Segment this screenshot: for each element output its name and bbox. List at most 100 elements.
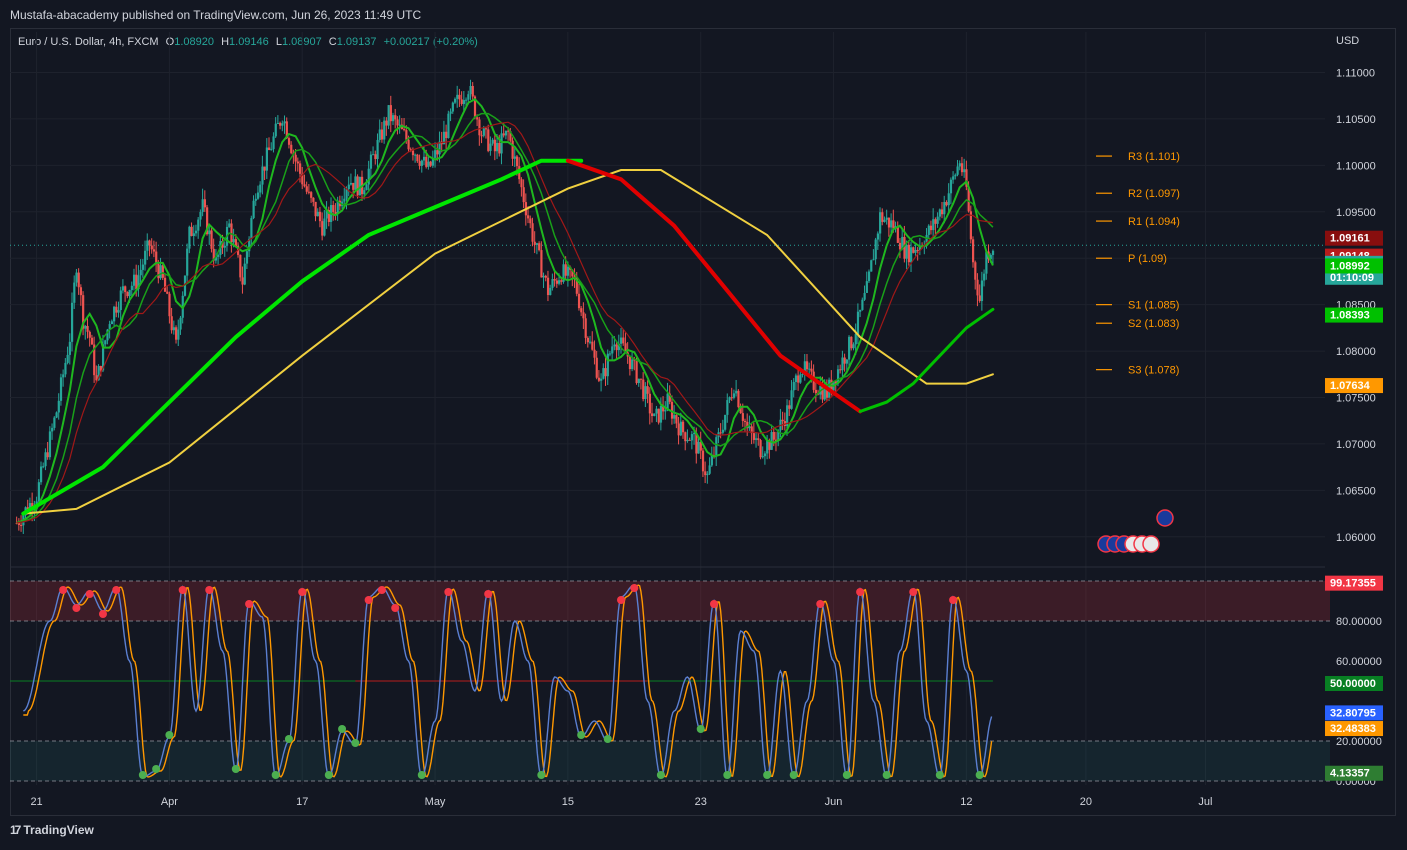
stoch-tag-high: 99.17355: [1330, 578, 1376, 590]
candle-body: [75, 272, 78, 283]
time-axis[interactable]: 21 Apr 17 May 15 23 Jun 12 20 Jul: [30, 796, 1212, 808]
candle-body: [37, 482, 40, 502]
stoch-tag-mid: 50.00000: [1330, 678, 1376, 690]
candle-body: [595, 357, 598, 378]
stoch-tick-label: 60.00000: [1336, 656, 1382, 668]
publisher-text: Mustafa-abacademy published on TradingVi…: [10, 8, 422, 22]
candle-body: [296, 161, 299, 164]
candle-body: [281, 123, 284, 126]
candle-body: [294, 154, 297, 162]
candle-body: [502, 133, 505, 136]
candle-body: [383, 120, 386, 140]
candle-body: [206, 207, 209, 235]
candle-body: [611, 346, 614, 354]
stoch-tick-label: 80.00000: [1336, 616, 1382, 628]
eu-flag-icon[interactable]: [1156, 509, 1174, 527]
candle-body: [659, 405, 663, 423]
price-tag-ma-yellow: 1.07634: [1330, 380, 1371, 392]
candle-body: [469, 85, 472, 95]
candle-body: [199, 211, 202, 220]
stoch-sell-dot: [630, 584, 639, 592]
stoch-sell-dot: [949, 596, 958, 604]
candle-body: [925, 234, 928, 246]
stoch-buy-dot: [351, 739, 360, 747]
candle-body: [418, 161, 421, 166]
candle-body: [985, 251, 988, 274]
us-flag-icon[interactable]: [1142, 535, 1160, 553]
candle-body: [872, 259, 875, 261]
tradingview-brand[interactable]: 17 TradingView: [10, 823, 94, 837]
candle-body: [542, 275, 545, 278]
candle-body: [55, 412, 58, 418]
candle-body: [230, 223, 233, 243]
chart-frame: [10, 28, 1396, 816]
candle-body: [186, 248, 189, 276]
stoch-buy-dot: [763, 771, 772, 779]
candle-body: [409, 149, 412, 151]
candle-body: [805, 361, 809, 370]
candle-body: [323, 218, 326, 236]
candle-body: [602, 368, 605, 379]
candle-body: [17, 523, 21, 525]
candle-body: [128, 290, 131, 297]
candle-body: [934, 219, 937, 224]
candle-body: [113, 306, 116, 322]
stoch-buy-dot: [696, 725, 705, 733]
candle-body: [318, 211, 322, 222]
candle-body: [179, 317, 182, 330]
candle-body: [438, 141, 441, 155]
candle-body: [522, 187, 525, 203]
stoch-buy-dot: [789, 771, 798, 779]
candle-body: [898, 242, 902, 250]
tradingview-logo-icon: 17: [10, 823, 21, 837]
candle-body: [980, 280, 984, 302]
candle-body: [527, 215, 530, 219]
candle-body: [349, 182, 353, 185]
candle-body: [743, 420, 747, 422]
candle-body: [88, 331, 91, 338]
y-tick-label: 1.06000: [1336, 532, 1376, 544]
stoch-buy-dot: [231, 765, 240, 773]
candle-body: [960, 163, 964, 173]
candle-body: [865, 281, 868, 293]
candle-body: [252, 200, 255, 219]
pivot-levels: R3 (1.101) R2 (1.097) R1 (1.094) P (1.09) S1…: [1096, 151, 1180, 377]
candle-body: [250, 218, 253, 239]
candle-body: [119, 290, 122, 311]
candle-body: [108, 324, 111, 330]
candle-body: [730, 397, 733, 399]
candle-body: [679, 421, 682, 436]
candle-body: [699, 441, 702, 451]
candle-body: [285, 121, 288, 139]
candle-body: [265, 147, 269, 171]
candle-body: [259, 184, 262, 193]
candle-body: [276, 122, 280, 124]
candle-body: [126, 292, 129, 297]
candle-body: [540, 250, 543, 278]
candle-body: [856, 311, 860, 334]
candle-body: [465, 99, 468, 101]
x-tick-label: 23: [695, 796, 707, 808]
candle-body: [910, 247, 913, 263]
stoch-sell-dot: [205, 586, 214, 594]
stoch-tag-mid-bg: [1325, 676, 1383, 691]
candle-body: [274, 123, 277, 137]
candle-body: [695, 432, 698, 454]
symbol-name[interactable]: Euro / U.S. Dollar, 4h, FXCM: [18, 36, 159, 48]
price-axis[interactable]: USD1.110001.105001.100001.095001.090001.…: [1325, 35, 1383, 788]
candle-body: [597, 377, 601, 381]
candle-body: [363, 190, 366, 195]
candle-body: [135, 274, 138, 290]
candle-body: [161, 265, 164, 278]
stoch-sell-dot: [98, 610, 107, 618]
candle-body: [859, 309, 862, 312]
candle-body: [929, 225, 933, 231]
candle-body: [287, 138, 291, 145]
candle-body: [356, 176, 359, 196]
candle-body: [719, 432, 722, 434]
ma-series-2: [565, 158, 863, 414]
event-icons[interactable]: [1097, 509, 1174, 553]
candle-body: [513, 156, 516, 159]
candle-body: [697, 441, 700, 454]
